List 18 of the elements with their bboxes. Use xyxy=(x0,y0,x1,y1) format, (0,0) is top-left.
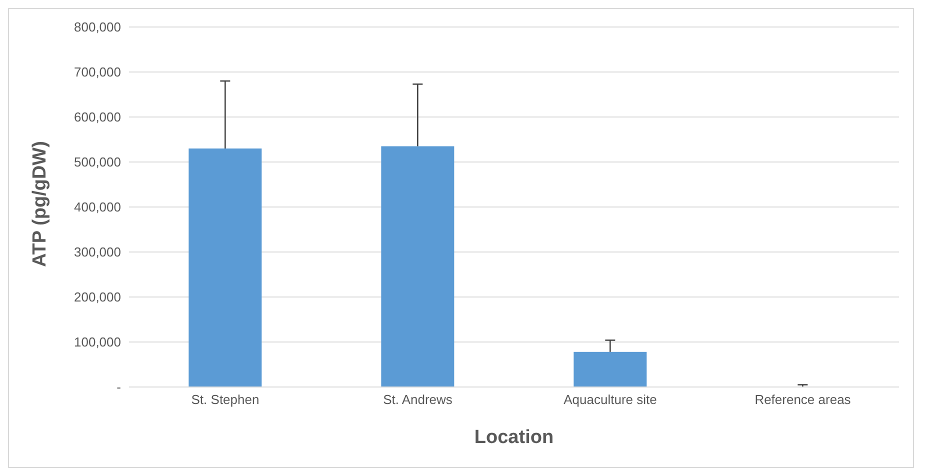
y-tick-label: 300,000 xyxy=(74,244,121,260)
x-tick-label: St. Stephen xyxy=(191,392,260,408)
y-tick-label: 800,000 xyxy=(74,20,121,35)
x-tick-label: Aquaculture site xyxy=(564,392,657,408)
bar xyxy=(188,148,262,387)
y-axis-title: ATP (pg/gDW) xyxy=(30,141,51,267)
y-tick-label: 700,000 xyxy=(74,64,121,80)
bar xyxy=(381,146,454,387)
x-axis-title: Location xyxy=(474,427,554,448)
x-tick-label: St. Andrews xyxy=(383,392,453,408)
y-tick-label: 200,000 xyxy=(74,290,121,305)
y-tick-label: 400,000 xyxy=(74,200,121,215)
y-tick-label: 100,000 xyxy=(74,334,121,350)
y-tick-label: - xyxy=(116,380,121,395)
bar xyxy=(574,352,647,387)
y-tick-label: 500,000 xyxy=(74,154,121,170)
y-tick-label: 600,000 xyxy=(74,110,121,125)
x-tick-label: Reference areas xyxy=(754,392,852,408)
